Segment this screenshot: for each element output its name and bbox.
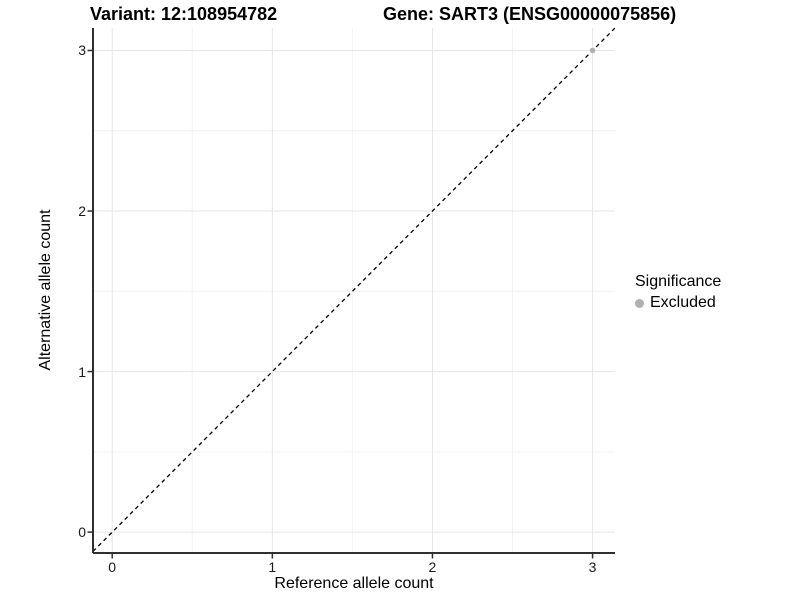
variant-title: Variant: 12:108954782 xyxy=(90,4,278,24)
excluded-point-icon xyxy=(635,298,644,308)
x-tick-label: 2 xyxy=(428,559,437,575)
gene-title: Gene: SART3 (ENSG00000075856) xyxy=(383,4,677,24)
legend-title: Significance xyxy=(635,273,722,290)
legend-item-excluded: Excluded xyxy=(635,294,721,312)
x-axis-title: Reference allele count xyxy=(274,575,434,592)
y-tick-label: 1 xyxy=(78,363,86,380)
x-tick-label: 3 xyxy=(588,559,597,575)
y-tick-label: 0 xyxy=(78,524,86,541)
y-axis-title: Alternative allele count xyxy=(37,209,54,371)
x-tick-label: 0 xyxy=(108,559,117,575)
legend: Significance Excluded xyxy=(635,273,721,312)
x-tick-label: 1 xyxy=(268,559,277,575)
y-tick-label: 2 xyxy=(78,203,86,220)
data-point-excluded xyxy=(589,47,596,54)
y-tick-label: 3 xyxy=(78,42,86,59)
legend-item-label: Excluded xyxy=(650,294,716,311)
identity-reference-line xyxy=(92,27,616,552)
